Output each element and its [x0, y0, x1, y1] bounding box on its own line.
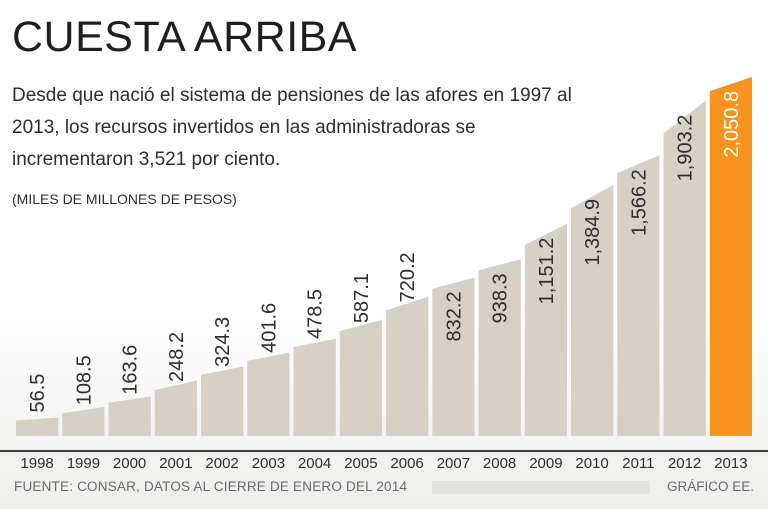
year-tick-label: 2012 — [668, 455, 701, 472]
value-label: 1,151.2 — [536, 238, 558, 305]
year-tick-label: 2002 — [205, 455, 238, 472]
bar-2003 — [247, 352, 290, 436]
year-tick-label: 2010 — [575, 455, 608, 472]
year-tick-label: 2004 — [298, 455, 331, 472]
year-tick-label: 2005 — [344, 455, 377, 472]
bar-2009 — [524, 223, 567, 436]
bar-2001 — [154, 380, 197, 436]
value-label: 2,050.8 — [721, 91, 743, 158]
source-divider-bar — [432, 481, 650, 494]
value-label: 163.6 — [120, 345, 142, 395]
year-tick-label: 2006 — [390, 455, 423, 472]
bar-highlight-2013 — [709, 76, 752, 437]
bar-2006 — [386, 296, 429, 436]
value-label: 720.2 — [397, 252, 419, 302]
value-label: 832.2 — [443, 291, 465, 341]
bar-1998 — [16, 417, 59, 436]
value-label: 938.3 — [490, 273, 512, 323]
value-label: 401.6 — [258, 303, 280, 353]
bar-2005 — [339, 319, 382, 436]
year-tick-label: 2007 — [437, 455, 470, 472]
year-tick-label: 2011 — [622, 455, 654, 472]
year-tick-label: 1999 — [67, 455, 100, 472]
bar-2012 — [663, 100, 706, 436]
year-tick-label: 2013 — [714, 455, 747, 472]
year-tick-label: 2000 — [113, 455, 146, 472]
bar-2011 — [617, 155, 660, 436]
value-label: 56.5 — [27, 374, 49, 413]
year-tick-label: 2009 — [529, 455, 562, 472]
axis-baseline — [0, 450, 768, 452]
bar-1999 — [62, 407, 105, 436]
bar-2007 — [432, 277, 475, 436]
bar-2000 — [108, 396, 151, 436]
bar-2004 — [293, 338, 336, 436]
value-label: 478.5 — [305, 289, 327, 339]
bar-2008 — [478, 259, 521, 436]
year-tick-label: 1998 — [20, 455, 53, 472]
units-label: (MILES DE MILLONES DE PESOS) — [12, 191, 237, 207]
value-label: 248.2 — [166, 332, 188, 382]
value-label: 1,903.2 — [675, 115, 697, 182]
value-label: 1,384.9 — [582, 199, 604, 266]
bar-2010 — [571, 184, 614, 436]
chart-title: CUESTA ARRIBA — [12, 13, 358, 61]
chart-subtitle: Desde que nació el sistema de pensiones … — [12, 85, 572, 170]
value-label: 587.1 — [351, 273, 373, 323]
value-label: 108.5 — [73, 355, 95, 405]
graphic-credit: GRÁFICO EE. — [666, 479, 754, 494]
value-label: 1,566.2 — [628, 169, 650, 236]
year-tick-label: 2008 — [483, 455, 516, 472]
year-tick-label: 2001 — [159, 455, 192, 472]
bar-2002 — [201, 366, 244, 436]
value-label: 324.3 — [212, 317, 234, 367]
source-note: FUENTE: CONSAR, DATOS AL CIERRE DE ENERO… — [14, 479, 408, 494]
year-tick-label: 2003 — [252, 455, 285, 472]
